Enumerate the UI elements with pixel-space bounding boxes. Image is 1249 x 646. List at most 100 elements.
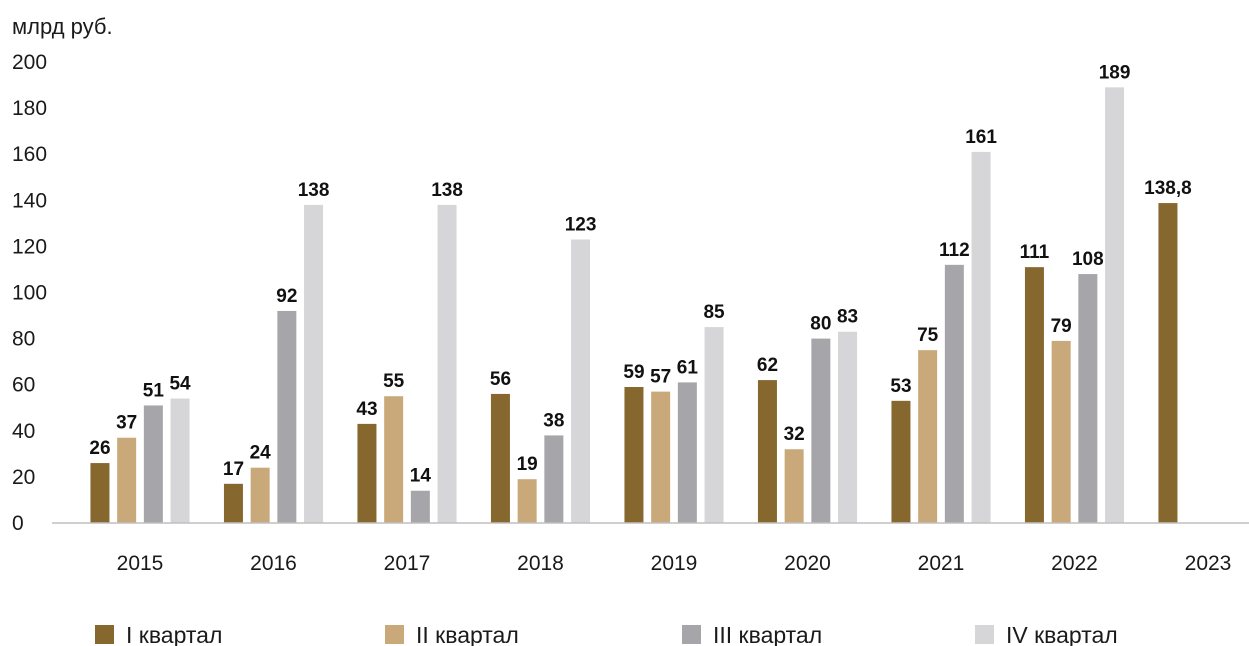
x-tick-label: 2016: [250, 552, 297, 575]
bar: [651, 391, 671, 523]
x-tick-label: 2022: [1051, 552, 1098, 575]
x-tick-label: 2017: [384, 552, 431, 575]
bar: [624, 387, 644, 523]
data-label: 24: [250, 443, 272, 464]
data-labels: 26 17 43 56 59 62 53 111 138,8 37 24 55 19 57 32 75 79 51…: [89, 62, 1191, 486]
bar: [971, 151, 991, 523]
legend-swatch: [682, 625, 701, 644]
bar: [223, 483, 243, 523]
bar: [838, 331, 858, 523]
data-label: 161: [965, 127, 997, 148]
data-label: 112: [939, 240, 970, 261]
bar: [90, 463, 110, 523]
y-tick-label: 0: [12, 512, 24, 535]
data-label: 80: [810, 314, 831, 335]
data-label: 57: [650, 367, 671, 388]
bar: [384, 396, 404, 523]
data-label: 83: [837, 307, 858, 328]
legend-label: II квартал: [416, 622, 519, 646]
data-label: 138: [298, 180, 330, 201]
bar: [784, 449, 804, 523]
bar: [117, 437, 137, 523]
y-axis-unit-label: млрд руб.: [12, 14, 113, 39]
y-tick-label: 120: [12, 235, 47, 258]
y-tick-label: 60: [12, 374, 35, 397]
bar: [811, 338, 831, 523]
data-label: 14: [410, 466, 432, 487]
legend: I квартал II квартал III квартал IV квартал: [95, 622, 1118, 646]
data-label: 111: [1020, 242, 1050, 263]
bar: [544, 435, 564, 523]
y-tick-label: 40: [12, 420, 35, 443]
data-label: 61: [677, 357, 699, 378]
bar: [891, 400, 911, 523]
data-label: 17: [223, 459, 244, 480]
bar: [357, 423, 377, 523]
data-label: 79: [1051, 316, 1072, 337]
x-tick-label: 2019: [651, 552, 698, 575]
x-tick-label: 2021: [918, 552, 965, 575]
y-tick-label: 160: [12, 143, 47, 166]
x-tick-label: 2020: [784, 552, 831, 575]
bar: [1105, 87, 1125, 523]
bar: [170, 398, 190, 523]
bar: [677, 382, 697, 523]
y-tick-label: 180: [12, 97, 47, 120]
x-axis-ticks: 2015 2016 2017 2018 2019 2020 2021 2022 2023: [117, 552, 1232, 575]
y-tick-label: 100: [12, 282, 47, 305]
y-tick-label: 20: [12, 466, 35, 489]
y-tick-label: 140: [12, 189, 47, 212]
bar: [410, 490, 430, 523]
x-tick-label: 2018: [517, 552, 564, 575]
data-label: 59: [623, 362, 644, 383]
bars: [90, 87, 1178, 524]
data-label: 54: [169, 374, 191, 395]
bar: [1024, 267, 1044, 523]
y-tick-label: 80: [12, 328, 35, 351]
bar: [490, 393, 510, 523]
legend-label: III квартал: [713, 622, 822, 646]
data-label: 62: [757, 355, 778, 376]
data-label: 108: [1072, 249, 1104, 270]
bar: [304, 204, 324, 523]
data-label: 85: [703, 302, 725, 323]
y-axis-ticks: 0 20 40 60 80 100 120 140 160 180 200: [12, 51, 47, 535]
y-tick-label: 200: [12, 51, 47, 74]
bar: [1051, 340, 1071, 523]
legend-swatch: [975, 625, 994, 644]
data-label: 75: [917, 325, 939, 346]
bar: [143, 405, 163, 523]
data-label: 32: [784, 424, 805, 445]
data-label: 56: [490, 369, 511, 390]
bar: [918, 350, 938, 523]
data-label: 43: [356, 399, 377, 420]
data-label: 92: [276, 286, 297, 307]
legend-label: I квартал: [126, 622, 222, 646]
bar: [571, 239, 591, 524]
bar: [1078, 274, 1098, 523]
bar: [704, 327, 724, 523]
x-tick-label: 2023: [1185, 552, 1232, 575]
legend-swatch: [385, 625, 404, 644]
legend-label: IV квартал: [1006, 622, 1118, 646]
data-label: 26: [89, 438, 110, 459]
x-tick-label: 2015: [117, 552, 164, 575]
data-label: 189: [1099, 62, 1131, 83]
bar: [944, 264, 964, 523]
data-label: 123: [565, 214, 597, 235]
data-label: 138: [431, 180, 463, 201]
data-label: 53: [890, 376, 911, 397]
bar: [517, 479, 537, 523]
bar: [757, 380, 777, 523]
data-label: 19: [517, 454, 538, 475]
bar: [277, 310, 297, 523]
bar: [437, 204, 457, 523]
data-label: 138,8: [1144, 178, 1192, 199]
legend-swatch: [95, 625, 114, 644]
bar: [1158, 203, 1178, 524]
data-label: 38: [543, 410, 564, 431]
data-label: 55: [383, 371, 405, 392]
data-label: 37: [116, 413, 137, 434]
bar: [250, 467, 270, 523]
